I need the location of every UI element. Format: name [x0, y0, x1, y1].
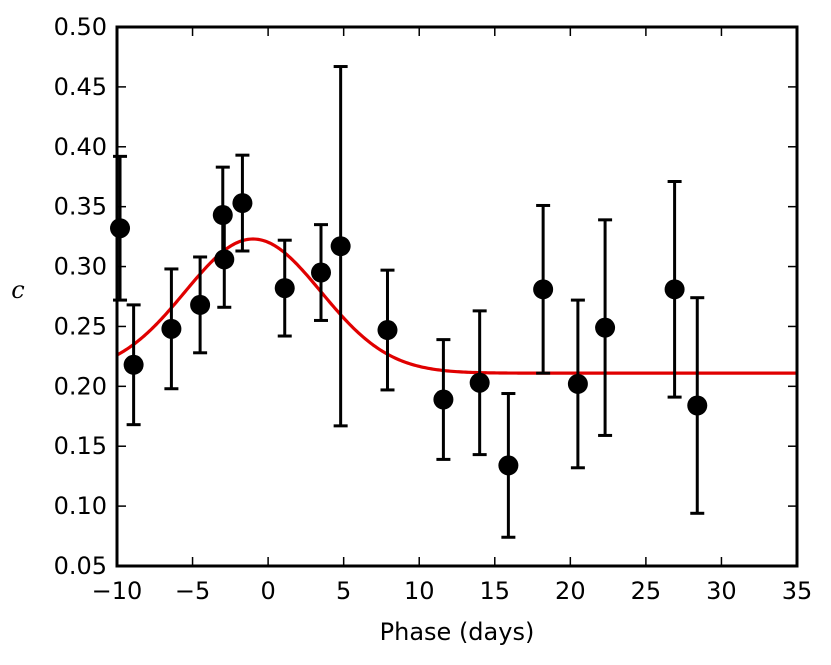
- x-tick-label: 15: [480, 577, 511, 605]
- data-point: [110, 218, 131, 239]
- x-tick-label: 10: [404, 577, 435, 605]
- y-tick-label: 0.35: [54, 193, 107, 221]
- y-tick-label: 0.10: [54, 492, 107, 520]
- data-point: [311, 262, 331, 283]
- data-point: [214, 249, 235, 270]
- y-tick-label: 0.15: [54, 432, 107, 460]
- plot-frame: [115, 25, 799, 568]
- x-tick-label: −5: [175, 577, 210, 605]
- data-points-layer: [110, 193, 708, 476]
- data-point: [123, 354, 144, 375]
- ticks-layer: −10 −5 0 5 10 15 20 25 30 35 0.05 0.10 0.15 0.20 0.25 0…: [54, 13, 813, 605]
- y-tick-label: 0.50: [54, 13, 107, 41]
- data-point: [190, 294, 211, 315]
- y-tick-label: 0.05: [54, 552, 107, 580]
- y-tick-label: 0.30: [54, 253, 107, 281]
- data-point: [595, 317, 616, 338]
- y-tick-label: 0.40: [54, 133, 107, 161]
- data-point: [274, 278, 295, 299]
- x-tick-label: 0: [260, 577, 275, 605]
- data-point: [161, 318, 182, 339]
- y-tick-label: 0.25: [54, 312, 107, 340]
- x-axis-label: Phase (days): [380, 618, 535, 646]
- fit-curve-layer: [116, 237, 797, 375]
- x-tick-label: 35: [782, 577, 813, 605]
- data-point: [498, 455, 519, 476]
- fit-curve: [116, 237, 797, 375]
- data-point: [664, 279, 685, 300]
- x-tick-label: 20: [555, 577, 586, 605]
- data-point: [377, 320, 398, 341]
- data-point: [687, 395, 708, 416]
- data-point: [232, 193, 253, 214]
- data-point: [330, 236, 351, 257]
- x-tick-label: 5: [336, 577, 351, 605]
- data-point: [567, 373, 588, 394]
- x-tick-label: 30: [706, 577, 737, 605]
- data-point: [469, 372, 490, 393]
- data-point: [433, 389, 454, 410]
- x-tick-label: −10: [92, 577, 143, 605]
- data-point: [212, 205, 233, 226]
- y-axis-label: c: [11, 276, 24, 304]
- data-point: [533, 279, 554, 300]
- y-tick-label: 0.20: [54, 372, 107, 400]
- x-tick-label: 25: [631, 577, 662, 605]
- y-tick-label: 0.45: [54, 73, 107, 101]
